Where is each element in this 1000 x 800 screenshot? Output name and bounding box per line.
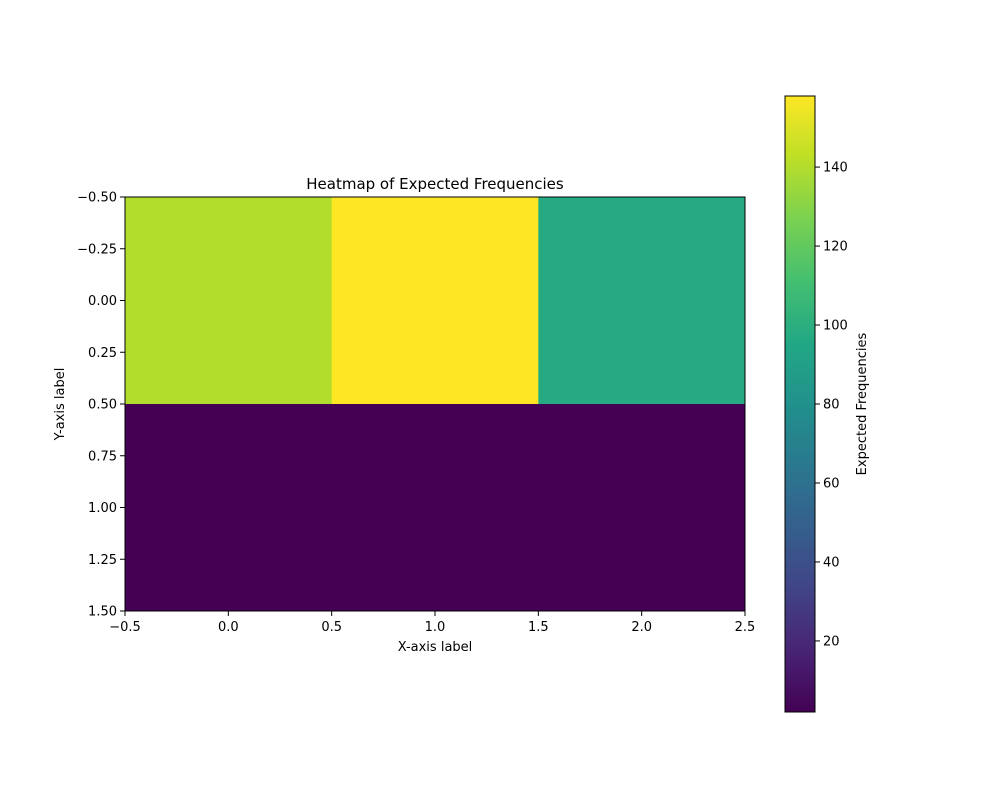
y-tick-label: 1.25 (88, 553, 117, 568)
heatmap-cell (331, 197, 539, 405)
x-tick-label: 0.5 (321, 620, 342, 635)
y-tick-label: −0.50 (77, 191, 117, 206)
y-tick-label: 0.00 (88, 294, 117, 309)
y-axis-label: Y-axis label (53, 368, 68, 442)
y-tick-label: 0.75 (88, 449, 117, 464)
heatmap-cell (331, 404, 539, 612)
x-tick-label: 2.0 (631, 620, 652, 635)
x-tick-label: −0.5 (109, 620, 141, 635)
chart-title: Heatmap of Expected Frequencies (306, 175, 564, 193)
heatmap-cell (125, 197, 333, 405)
y-tick-label: 1.50 (88, 605, 117, 620)
y-tick-label: 0.50 (88, 398, 117, 413)
x-tick-label: 1.5 (528, 620, 549, 635)
x-tick-label: 1.0 (425, 620, 446, 635)
heatmap-cells (125, 197, 746, 612)
colorbar-label: Expected Frequencies (855, 332, 870, 475)
colorbar (784, 95, 816, 713)
colorbar-tick-label: 120 (823, 240, 848, 255)
x-axis-label: X-axis label (398, 640, 473, 655)
colorbar-tick-label: 40 (823, 555, 840, 570)
colorbar-tick-label: 60 (823, 476, 840, 491)
y-tick-label: 1.00 (88, 501, 117, 516)
x-tick-label: 0.0 (218, 620, 239, 635)
y-tick-label: 0.25 (88, 346, 117, 361)
colorbar-tick-label: 100 (823, 319, 848, 334)
x-tick-label: 2.5 (735, 620, 756, 635)
colorbar-tick-label: 140 (823, 161, 848, 176)
colorbar-tick-label: 20 (823, 634, 840, 649)
colorbar-tick-label: 80 (823, 398, 840, 413)
heatmap-cell (538, 404, 746, 612)
heatmap-cell (125, 404, 333, 612)
x-axis-ticks: −0.5 0.0 0.5 1.0 1.5 2.0 2.5 (109, 611, 755, 635)
heatmap-cell (538, 197, 746, 405)
colorbar-ticks: 20 40 60 80 100 120 140 (815, 161, 848, 649)
y-axis-ticks: −0.50 −0.25 0.00 0.25 0.50 0.75 1.00 1.25 1.50 (77, 191, 125, 620)
y-tick-label: −0.25 (77, 242, 117, 257)
